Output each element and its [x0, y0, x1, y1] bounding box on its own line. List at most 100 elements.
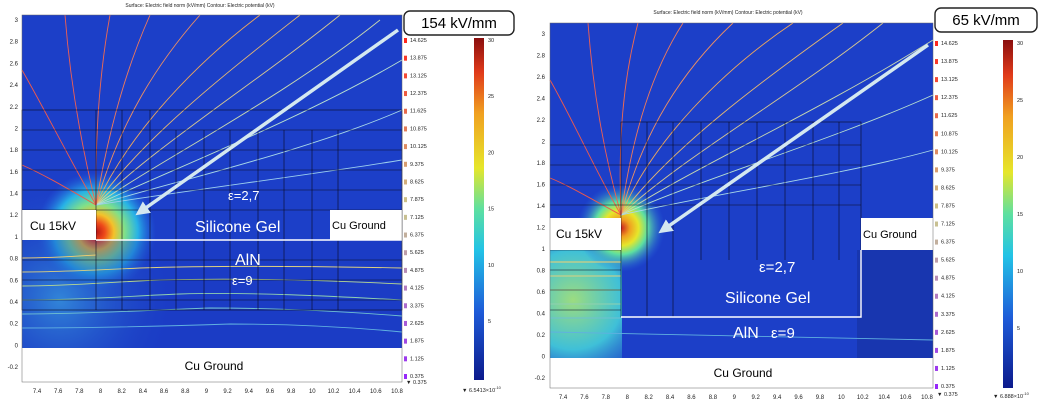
plot-title: Surface: Electric field norm (kV/mm) Con… — [125, 3, 275, 9]
cu-ground-right — [861, 218, 933, 250]
y-tick-label: 1.2 — [537, 226, 546, 232]
x-tick-label: 9.2 — [223, 389, 232, 395]
potential-level: 2.625 — [941, 330, 955, 336]
x-tick-label: 9.6 — [794, 395, 803, 401]
potential-level: 3.375 — [941, 312, 955, 318]
x-tick-label: 9.6 — [266, 389, 275, 395]
potential-level: 13.875 — [941, 59, 958, 65]
potential-swatch — [404, 108, 407, 114]
y-axis-ticks: 3 2.8 2.6 2.4 2.2 2 1.8 1.6 1.4 1.2 1 0.8 0.6 0.4 0.2 0… — [8, 18, 19, 371]
y-tick-label: -0.2 — [8, 365, 19, 371]
potential-swatch — [935, 221, 938, 227]
potential-legend: 14.625 13.875 13.125 12.375 11.625 10.875 10.1… — [935, 41, 958, 390]
potential-level: 1.875 — [941, 348, 955, 354]
potential-level: 4.875 — [941, 276, 955, 282]
potential-level: 5.625 — [410, 250, 424, 256]
x-tick-label: 9 — [205, 389, 209, 395]
simulation-panel-left: Surface: Electric field norm (kV/mm) Con… — [0, 0, 520, 401]
colorbar-tick-label: 15 — [488, 207, 494, 213]
field-colorbar — [474, 38, 484, 380]
potential-swatch — [935, 167, 938, 173]
x-tick-label: 10.6 — [900, 395, 912, 401]
potential-swatch — [935, 384, 938, 389]
potential-level: 3.375 — [410, 303, 424, 309]
x-tick-label: 10.8 — [921, 395, 933, 401]
y-tick-label: 1.4 — [10, 192, 19, 198]
colorbar-tick-label: 5 — [1017, 326, 1020, 332]
potential-swatch — [404, 285, 407, 291]
potential-level: 7.875 — [941, 203, 955, 209]
potential-level: 13.125 — [941, 77, 958, 83]
y-tick-label: 2 — [542, 140, 546, 146]
potential-swatch — [935, 203, 938, 209]
colorbar-tick-label: 15 — [1017, 212, 1023, 218]
gel-permittivity-label: ε=2,7 — [759, 259, 795, 276]
potential-level: 4.125 — [410, 286, 424, 292]
potential-level: 2.625 — [410, 321, 424, 327]
gel-label: Silicone Gel — [725, 290, 810, 307]
x-axis-ticks: 7.4 7.6 7.8 8 8.2 8.4 8.6 8.8 9 9.2 9.4 9.6 9.8 10 10.… — [559, 395, 934, 401]
potential-swatch — [404, 73, 407, 79]
x-tick-label: 8.8 — [709, 395, 718, 401]
potential-swatch — [935, 131, 938, 137]
potential-swatch — [404, 91, 407, 97]
y-tick-label: 2.4 — [537, 97, 546, 103]
colorbar-tick-label: 25 — [1017, 98, 1023, 104]
potential-level: 14.625 — [941, 41, 958, 47]
potential-level: 10.875 — [941, 131, 958, 137]
potential-swatch — [935, 311, 938, 317]
potential-swatch — [404, 161, 407, 167]
potential-swatch — [404, 356, 407, 362]
aln-permittivity-label: ε=9 — [771, 325, 795, 342]
potential-legend: 14.625 13.875 13.125 12.375 11.625 10.875 10.1… — [404, 38, 427, 380]
colorbar-tick-label: 25 — [488, 94, 494, 100]
y-tick-label: 0.6 — [537, 290, 546, 296]
x-tick-label: 9.4 — [773, 395, 782, 401]
potential-swatch — [935, 77, 938, 83]
potential-swatch — [404, 126, 407, 132]
y-tick-label: 2.6 — [10, 61, 19, 67]
source-label: Cu 15kV — [30, 219, 76, 233]
potential-level: 12.375 — [410, 91, 427, 97]
y-tick-label: 1 — [15, 235, 19, 241]
potential-swatch — [404, 144, 407, 150]
potential-level: 7.875 — [410, 197, 424, 203]
y-tick-label: 1.8 — [537, 161, 546, 167]
potential-level: 11.625 — [941, 113, 957, 119]
field-colorbar-ticks: 30 25 20 15 10 5 — [488, 38, 494, 325]
potential-swatch — [404, 320, 407, 326]
field-min-label: ▼ 6.888×10-10 — [993, 391, 1030, 400]
annotation-arrow — [135, 28, 400, 216]
potential-swatch — [935, 293, 938, 299]
y-tick-label: 0.8 — [10, 257, 19, 263]
ground-right-label: Cu Ground — [863, 229, 917, 241]
potential-level: 7.125 — [941, 222, 955, 228]
potential-level: 0.375 — [410, 374, 424, 380]
y-tick-label: 3 — [15, 18, 19, 24]
y-tick-label: 1.2 — [10, 213, 19, 219]
potential-min-label: ▼ 0.375 — [937, 392, 958, 398]
y-tick-label: 0.2 — [537, 333, 546, 339]
y-tick-label: 2.2 — [10, 105, 19, 111]
potential-swatch — [935, 239, 938, 245]
potential-swatch — [404, 38, 407, 43]
potential-level: 12.375 — [941, 95, 958, 101]
y-tick-label: 2.2 — [537, 118, 546, 124]
cu-source-electrode — [550, 218, 621, 250]
x-tick-label: 9 — [733, 395, 737, 401]
potential-swatch — [935, 365, 938, 371]
peak-field-callout — [934, 7, 1038, 33]
potential-min-label: ▼ 0.375 — [406, 380, 427, 386]
y-tick-label: 2.4 — [10, 83, 19, 89]
potential-level: 8.625 — [941, 185, 955, 191]
plot-title: Surface: Electric field norm (kV/mm) Con… — [653, 10, 803, 16]
potential-swatch — [404, 179, 407, 185]
x-tick-label: 9.8 — [816, 395, 825, 401]
y-tick-label: 0 — [542, 355, 546, 361]
y-tick-label: 0.6 — [10, 278, 19, 284]
potential-swatch — [404, 55, 407, 61]
y-tick-label: 2 — [15, 126, 19, 132]
y-tick-label: -0.2 — [535, 376, 546, 382]
x-tick-label: 10.8 — [391, 389, 403, 395]
potential-swatch — [935, 149, 938, 155]
